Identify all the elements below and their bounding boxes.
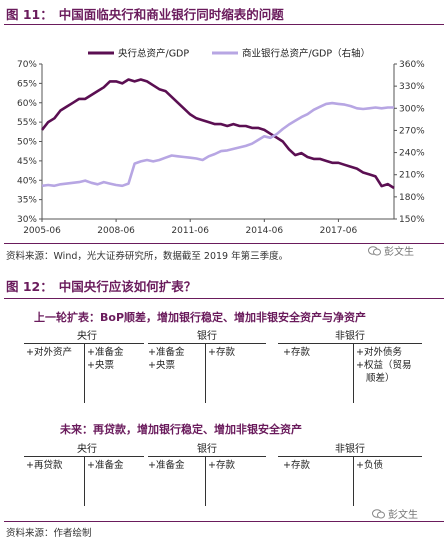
section2-t-divider-2 [205,456,206,506]
legend-label: 央行总资产/GDP [118,48,189,60]
x-tick-label: 2017-06 [320,226,358,236]
section1-t-line-3 [278,343,422,344]
y-right-tick-label: 210% [399,171,425,181]
section1-central-bank-liability-1: +准备金 [87,347,124,358]
section2-t-divider-3 [353,456,354,506]
series-commercial-bank-line [41,101,394,188]
section1-nonbank-liability-3: 顺差） [366,373,395,384]
figure-12-title-text: 中国央行应该如何扩表？ [58,279,197,294]
wechat-icon [368,245,381,255]
y-left-tick-label: 30% [17,215,37,225]
x-tick-label: 2014-06 [246,226,284,236]
figure-12-label: 图 12： [6,279,53,294]
section1-nonbank-liability-2: +权益（贸易 [356,360,412,371]
y-right-tick-label: 330% [399,82,425,92]
legend-label: 商业银行总资产/GDP（右轴） [242,48,370,60]
figure-11-title-text: 中国面临央行和商业银行同时缩表的问题 [58,7,284,22]
section1-t-divider-3 [353,343,354,403]
section1-t-divider-1 [84,343,85,403]
section1-bank-asset-1: +准备金 [148,347,185,358]
wechat-icon [372,508,385,518]
section1-col-central-bank: 央行 [77,331,97,342]
section1-heading: 上一轮扩表：BoP顺差，增加银行稳定、增加非银安全资产与净资产 [34,311,367,324]
section2-col-central-bank: 央行 [77,444,97,455]
y-right-tick-label: 360% [399,60,425,70]
y-left-tick-label: 55% [17,118,37,128]
chart-axes: 30% 35% 40% 45% 50% 55% 60% 65% 70% 150% 180% 210% 2… [17,60,425,236]
section2-t-divider-1 [84,456,85,506]
watermark-2-text: 彭文生 [388,510,418,521]
y-right-tick-label: 300% [399,104,425,114]
figure-11-bottom-rule [4,243,444,244]
y-left-tick-label: 45% [17,157,37,167]
section2-central-bank-asset: +再贷款 [26,460,63,471]
section1-bank-asset-2: +央票 [148,360,175,371]
dual-axis-line-chart: 30% 35% 40% 45% 50% 55% 60% 65% 70% 150% 180% 210% 2… [17,48,425,237]
section1-col-bank: 银行 [197,331,217,342]
figure-11-label: 图 11： [6,7,53,22]
y-left-tick-label: 35% [17,196,37,206]
x-tick-label: 2011-06 [171,226,209,236]
watermark-1-text: 彭文生 [384,247,414,258]
section1-bank-liability: +存款 [208,347,235,358]
section2-central-bank-liability: +准备金 [87,460,124,471]
x-tick-label: 2005-06 [23,226,61,236]
figure-12-top-rule [4,298,444,299]
chart-series [40,78,395,190]
section1-nonbank-asset: +存款 [283,347,310,358]
y-right-tick-label: 270% [399,126,425,136]
y-right-tick-label: 180% [399,193,425,203]
figure-12-source: 资料来源：作者绘制 [6,528,92,539]
section2-t-line-3 [278,456,422,457]
section2-col-bank: 银行 [197,444,217,455]
section2-col-nonbank: 非银行 [335,444,365,455]
figure-12-bottom-rule [4,521,444,522]
figure-12-title: 图 12： 中国央行应该如何扩表？ [6,276,196,294]
y-left-tick-label: 60% [17,99,37,109]
figure-11-top-rule [4,24,444,25]
y-left-tick-label: 65% [17,79,37,89]
figure-11-source: 资料来源：Wind，光大证券研究所，数据截至 2019 年第三季度。 [6,251,289,262]
y-left-tick-label: 50% [17,138,37,148]
section2-bank-asset: +准备金 [148,460,185,471]
section1-t-line-2 [148,343,266,344]
watermark-2: 彭文生 [372,506,418,521]
section1-col-nonbank: 非银行 [335,331,365,342]
section2-nonbank-asset: +存款 [283,460,310,471]
section1-central-bank-liability-2: +央票 [87,360,114,371]
y-right-tick-label: 240% [399,149,425,159]
x-tick-label: 2008-06 [97,226,135,236]
chart-legend: 央行总资产/GDP 商业银行总资产/GDP（右轴） [88,48,370,60]
figure-11-title: 图 11： 中国面临央行和商业银行同时缩表的问题 [6,4,284,22]
y-left-tick-label: 40% [17,176,37,186]
y-left-tick-label: 70% [17,60,37,70]
watermark-1: 彭文生 [368,243,414,258]
section2-bank-liability: +存款 [208,460,235,471]
series-central-bank-line [40,78,395,190]
section1-t-divider-2 [205,343,206,403]
section2-t-line-2 [148,456,266,457]
section1-central-bank-assets: +对外资产 [26,347,72,358]
y-right-tick-label: 150% [399,215,425,225]
section1-nonbank-liability-1: +对外债务 [356,347,402,358]
section2-heading: 未来：再贷款，增加银行稳定、增加非银安全资产 [60,423,302,436]
section2-nonbank-liability: +负债 [356,460,383,471]
